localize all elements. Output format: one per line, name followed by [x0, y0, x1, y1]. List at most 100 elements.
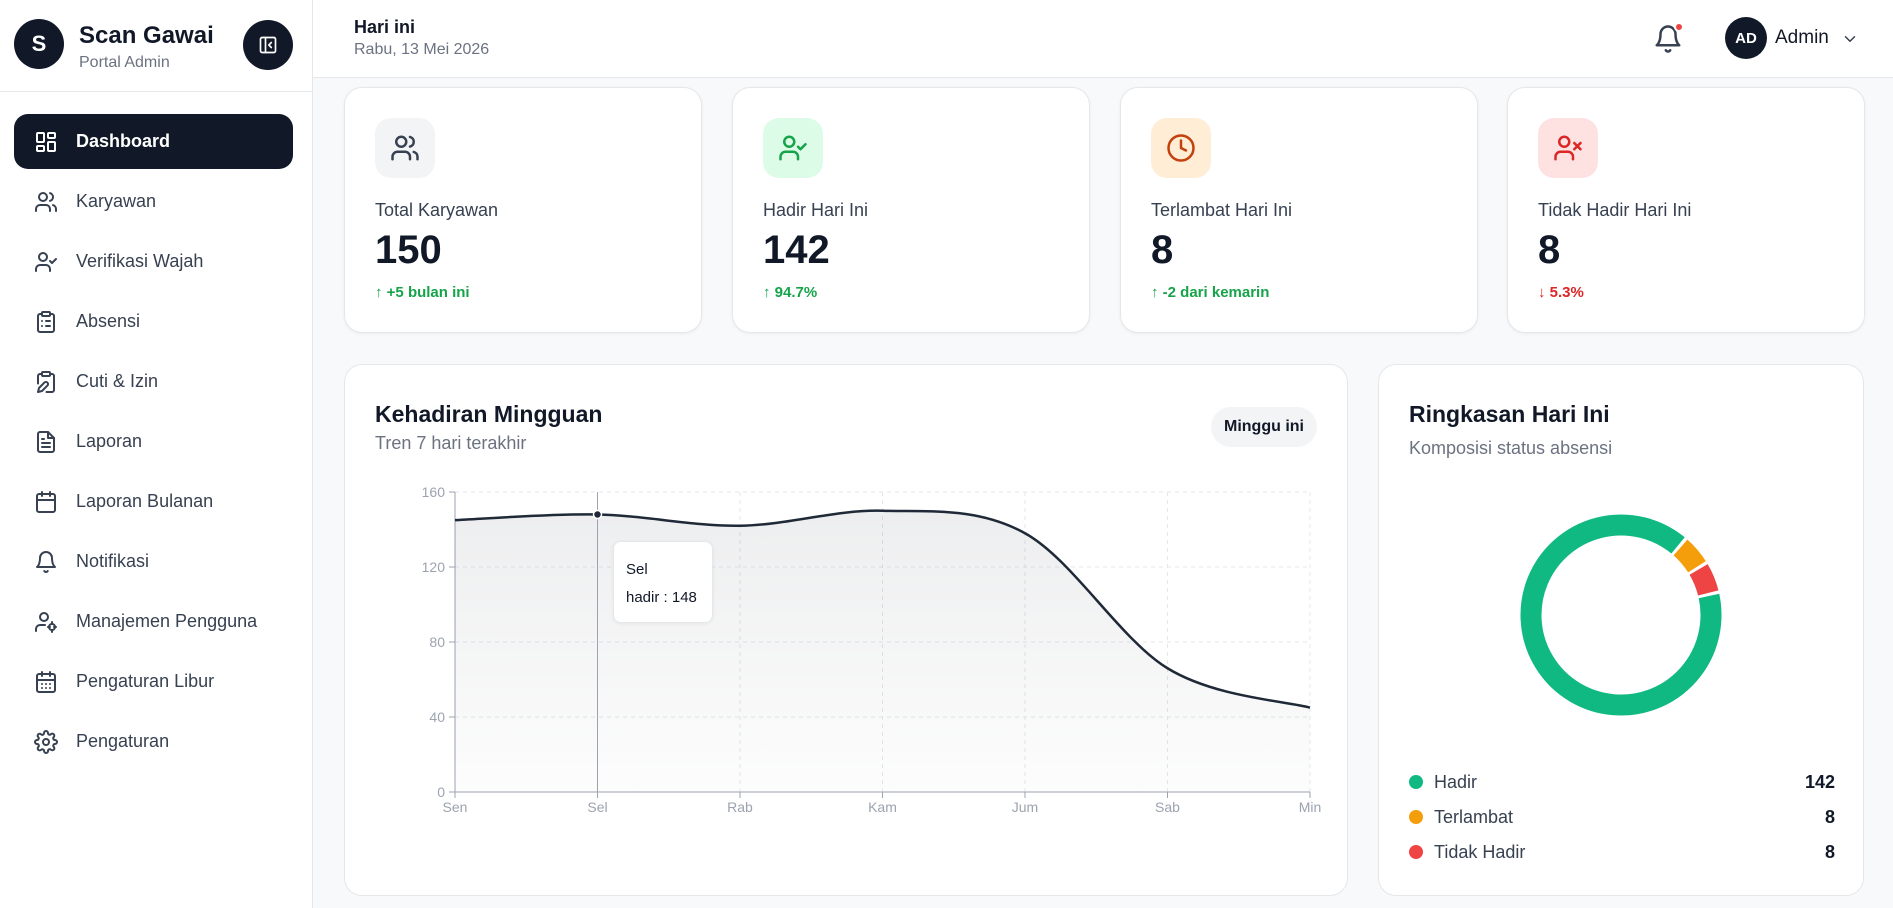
gear-icon: [34, 729, 58, 754]
notification-bell-icon[interactable]: [1653, 24, 1683, 54]
current-date: Rabu, 13 Mei 2026: [354, 41, 490, 58]
stat-label: Total Karyawan: [375, 200, 499, 220]
stat-card-hadir: Hadir Hari Ini 142 ↑ 94.7%: [732, 87, 1090, 333]
weekly-attendance-card: Kehadiran Mingguan Tren 7 hari terakhir …: [344, 364, 1348, 896]
sidebar-item-label: Absensi: [76, 311, 141, 331]
sidebar-collapse-button[interactable]: [243, 20, 293, 70]
calendar-days-icon: [36, 670, 56, 693]
sidebar-item-label: Laporan Bulanan: [76, 491, 214, 511]
x-tick-label: Kam: [868, 799, 897, 815]
stat-label: Tidak Hadir Hari Ini: [1538, 200, 1692, 220]
stat-label: Hadir Hari Ini: [763, 200, 869, 220]
sidebar-item-label: Pengaturan: [76, 731, 170, 751]
tooltip-day: Sel: [626, 561, 648, 578]
y-tick-label: 160: [422, 484, 446, 500]
sidebar-nav: Dashboard Karyawan Verifikasi Wajah Abse…: [14, 114, 293, 774]
clipboard-list-icon: [37, 310, 55, 333]
stat-card-tidak-hadir: Tidak Hadir Hari Ini 8 ↓ 5.3%: [1507, 87, 1865, 333]
calendar-icon: [36, 490, 56, 513]
clock-icon: [1167, 134, 1195, 162]
sidebar-item-pengaturan[interactable]: Pengaturan: [14, 714, 293, 769]
arrow-down-icon: ↓: [1538, 284, 1546, 301]
sidebar-item-label: Notifikasi: [76, 551, 150, 571]
legend-value: 8: [1824, 841, 1835, 862]
bell-icon: [36, 550, 56, 573]
stat-value: 8: [1151, 228, 1174, 272]
legend-dot: [1409, 845, 1423, 859]
sidebar-item-label: Verifikasi Wajah: [76, 251, 204, 271]
y-tick-label: 0: [437, 784, 445, 800]
y-tick-label: 80: [429, 634, 445, 650]
donut-slice-hadir: [1520, 514, 1722, 716]
donut-slice-tidak-hadir: [1689, 564, 1719, 596]
panel-left-icon: [259, 36, 277, 54]
clipboard-edit-icon: [37, 370, 55, 393]
stat-trend: ↑ +5 bulan ini: [375, 284, 470, 301]
dashboard-icon: [36, 131, 56, 152]
sidebar-item-label: Cuti & Izin: [76, 371, 159, 391]
stat-value: 8: [1538, 228, 1561, 272]
sidebar-item-dashboard[interactable]: Dashboard: [14, 114, 293, 169]
user-menu-name[interactable]: Admin: [1775, 27, 1829, 48]
chevron-down-icon[interactable]: [1841, 30, 1859, 48]
arrow-up-icon: ↑: [763, 284, 771, 301]
users-icon: [391, 135, 419, 161]
stat-trend: ↑ -2 dari kemarin: [1151, 284, 1270, 301]
brand: S Scan Gawai Portal Admin: [0, 0, 312, 92]
user-check-icon: [779, 135, 807, 161]
stat-icon-box: [763, 118, 823, 178]
sidebar: S Scan Gawai Portal Admin Dashboard Kary…: [0, 0, 313, 908]
sidebar-item-cuti-izin[interactable]: Cuti & Izin: [14, 354, 293, 409]
avatar[interactable]: AD: [1725, 17, 1767, 59]
sidebar-item-verifikasi-wajah[interactable]: Verifikasi Wajah: [14, 234, 293, 289]
arrow-up-icon: ↑: [375, 284, 383, 301]
summary-card: Ringkasan Hari Ini Komposisi status abse…: [1378, 364, 1864, 896]
summary-donut-chart: [1520, 514, 1722, 716]
file-text-icon: [37, 430, 55, 453]
legend-dot: [1409, 810, 1423, 824]
user-check-icon: [35, 251, 57, 272]
sidebar-item-label: Laporan: [76, 431, 143, 451]
chart-tooltip: Sel hadir : 148: [613, 541, 713, 623]
stat-icon-box: [1151, 118, 1211, 178]
sidebar-item-absensi[interactable]: Absensi: [14, 294, 293, 349]
brand-subtitle: Portal Admin: [79, 54, 170, 71]
card-title: Ringkasan Hari Ini: [1409, 401, 1610, 427]
x-tick-label: Sen: [443, 799, 468, 815]
sidebar-item-laporan[interactable]: Laporan: [14, 414, 293, 469]
stat-card-total-karyawan: Total Karyawan 150 ↑ +5 bulan ini: [344, 87, 702, 333]
sidebar-item-manajemen-pengguna[interactable]: Manajemen Pengguna: [14, 594, 293, 649]
sidebar-item-label: Pengaturan Libur: [76, 671, 215, 691]
series-area: [455, 510, 1310, 792]
sidebar-item-karyawan[interactable]: Karyawan: [14, 174, 293, 229]
card-subtitle: Tren 7 hari terakhir: [375, 433, 527, 453]
x-tick-label: Jum: [1012, 799, 1038, 815]
brand-logo: S: [14, 19, 64, 69]
legend-label: Terlambat: [1434, 806, 1514, 827]
sidebar-item-laporan-bulanan[interactable]: Laporan Bulanan: [14, 474, 293, 529]
stat-trend: ↑ 94.7%: [763, 284, 818, 301]
sidebar-item-label: Dashboard: [76, 131, 171, 151]
sidebar-item-pengaturan-libur[interactable]: Pengaturan Libur: [14, 654, 293, 709]
x-tick-label: Sab: [1155, 799, 1180, 815]
range-select-button[interactable]: Minggu ini: [1211, 407, 1317, 447]
donut-slice-terlambat: [1673, 539, 1706, 573]
legend-dot: [1409, 775, 1423, 789]
notification-dot: [1674, 22, 1684, 32]
card-subtitle: Komposisi status absensi: [1409, 438, 1613, 458]
legend-label: Hadir: [1434, 771, 1478, 792]
legend-value: 8: [1824, 806, 1835, 827]
page-title: Hari ini: [354, 17, 416, 37]
sidebar-item-notifikasi[interactable]: Notifikasi: [14, 534, 293, 589]
sidebar-item-label: Karyawan: [76, 191, 157, 211]
arrow-up-icon: ↑: [1151, 284, 1159, 301]
stat-label: Terlambat Hari Ini: [1151, 200, 1293, 220]
stat-value: 150: [375, 228, 442, 272]
brand-name: Scan Gawai: [79, 22, 214, 49]
stat-icon-box: [1538, 118, 1598, 178]
weekly-line-chart: 0 40 80 120 160 Sen Sel Rab Kam Jum Sab Min: [422, 484, 1322, 815]
top-header: Hari ini Rabu, 13 Mei 2026 AD Admin: [313, 0, 1893, 78]
stat-icon-box: [375, 118, 435, 178]
legend-value: 142: [1804, 771, 1835, 792]
stat-value: 142: [763, 228, 830, 272]
